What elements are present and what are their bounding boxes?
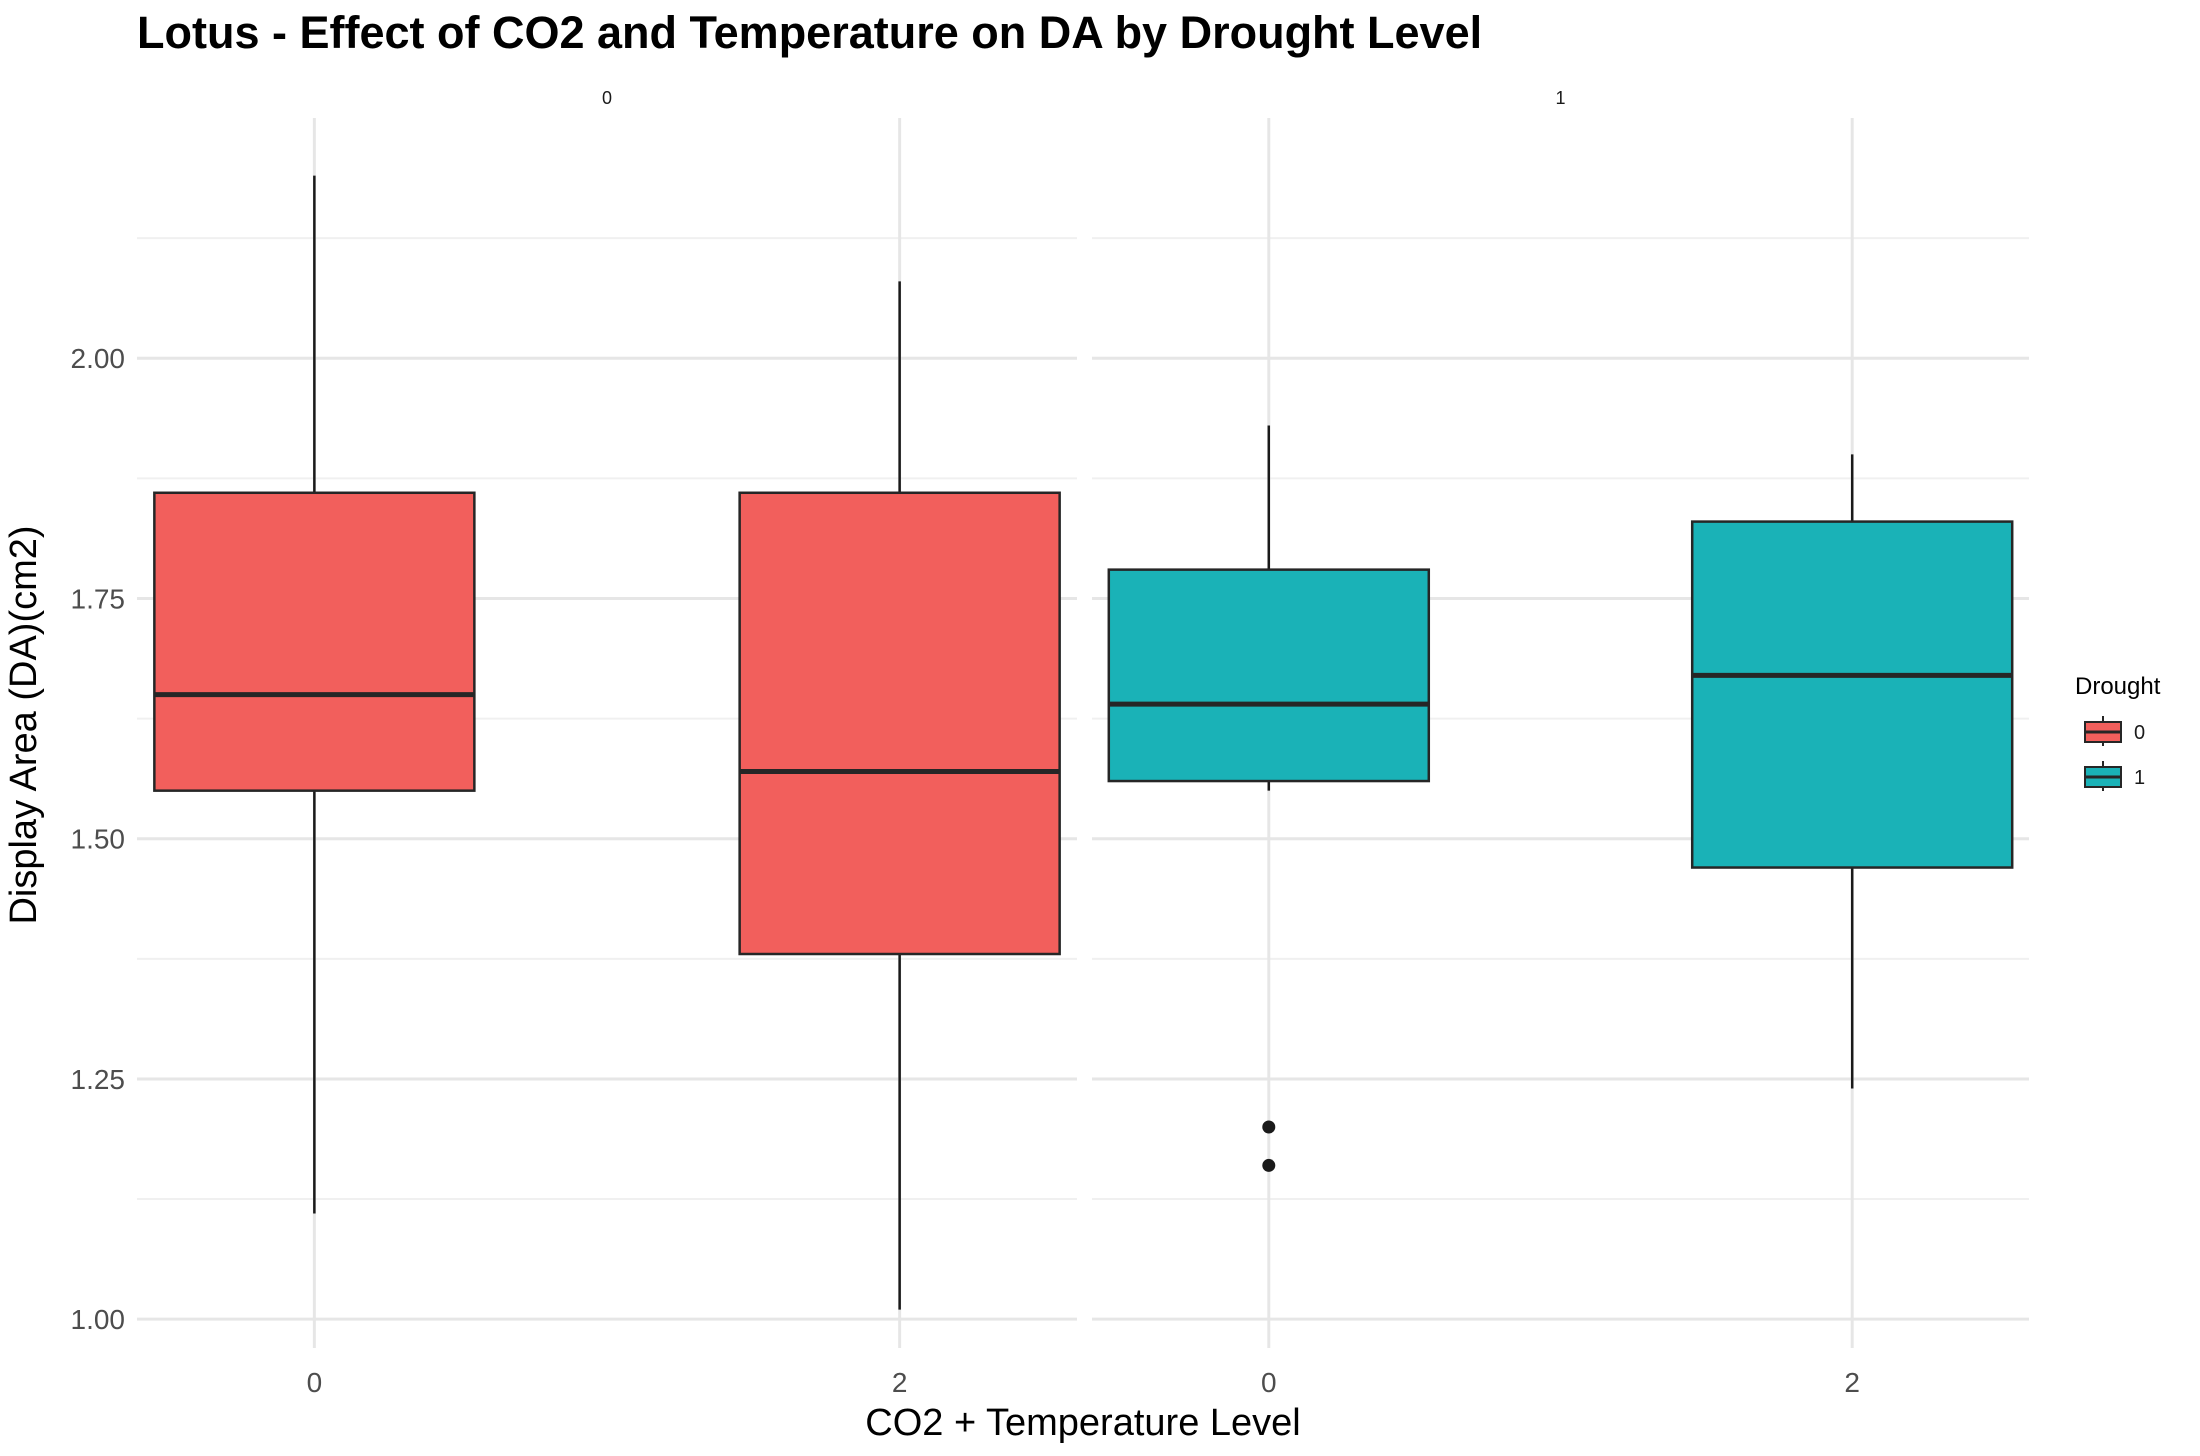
box — [1690, 520, 2014, 869]
x-tick-label: 0 — [307, 1367, 323, 1398]
chart-title: Lotus - Effect of CO2 and Temperature on… — [137, 7, 1482, 58]
facet-strip-label: 0 — [602, 88, 612, 108]
outlier-point — [1262, 1120, 1276, 1134]
y-axis-label: Display Area (DA)(cm2) — [3, 525, 45, 924]
y-tick-label: 1.50 — [71, 824, 126, 855]
y-tick-label: 2.00 — [71, 343, 126, 374]
x-tick-label: 2 — [1844, 1367, 1860, 1398]
plot-area: 0 0 2 1 0 2 1.00 1.25 1.50 1.75 2.00 — [71, 88, 2029, 1398]
x-tick-label: 0 — [1261, 1367, 1277, 1398]
box — [153, 491, 476, 792]
x-tick-label: 2 — [892, 1367, 908, 1398]
y-tick-label: 1.00 — [71, 1304, 126, 1335]
legend: Drought 0 1 — [2075, 673, 2161, 791]
outlier-point — [1262, 1158, 1276, 1172]
legend-label: 1 — [2134, 767, 2145, 789]
box — [1107, 568, 1431, 783]
legend-label: 0 — [2134, 722, 2145, 744]
legend-title: Drought — [2075, 673, 2161, 700]
y-tick-label: 1.75 — [71, 583, 126, 614]
y-tick-label: 1.25 — [71, 1064, 126, 1095]
x-axis-label: CO2 + Temperature Level — [865, 1402, 1300, 1444]
facet-strip-label: 1 — [1555, 88, 1565, 108]
box — [738, 491, 1061, 956]
